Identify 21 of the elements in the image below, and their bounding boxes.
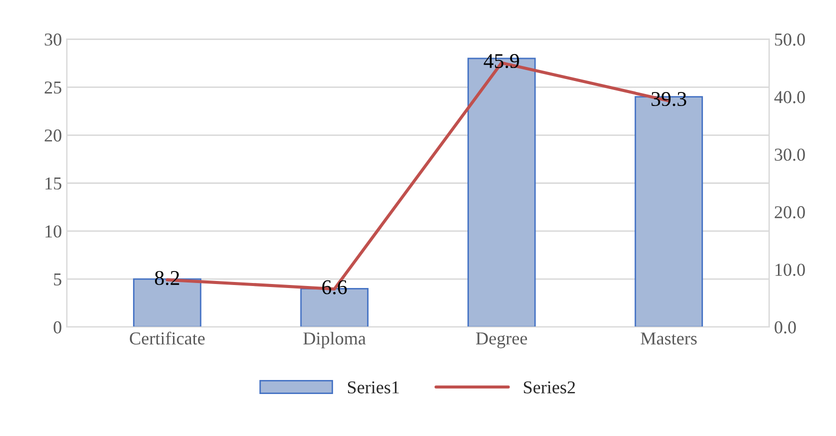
y-tick-label: 15 bbox=[46, 177, 62, 190]
data-label: 39.3 bbox=[652, 92, 686, 106]
data-label: 45.9 bbox=[484, 54, 519, 68]
legend-label: Series2 bbox=[524, 381, 575, 394]
x-tick-label: Diploma bbox=[303, 332, 366, 348]
y-tick-label: 5 bbox=[54, 273, 62, 286]
y2-tick-label: 40.0 bbox=[774, 91, 805, 104]
legend-label: Series1 bbox=[348, 381, 399, 394]
y-tick-label: 10 bbox=[46, 225, 62, 238]
x-tick-label: Masters bbox=[640, 332, 697, 345]
x-tick-label: Degree bbox=[476, 332, 528, 348]
y2-tick-label: 50.0 bbox=[775, 33, 805, 46]
y2-tick-label: 20.0 bbox=[774, 206, 805, 218]
y-tick-label: 25 bbox=[44, 82, 62, 94]
y2-tick-label: 30.0 bbox=[774, 148, 805, 161]
y-tick-label: 0 bbox=[54, 321, 62, 334]
x-tick-label: Certificate bbox=[130, 332, 205, 345]
y2-tick-label: 0.0 bbox=[774, 321, 796, 334]
y2-tick-label: 10.0 bbox=[776, 264, 805, 276]
y-tick-label: 30 bbox=[44, 33, 62, 46]
y-tick-label: 20 bbox=[44, 129, 62, 142]
